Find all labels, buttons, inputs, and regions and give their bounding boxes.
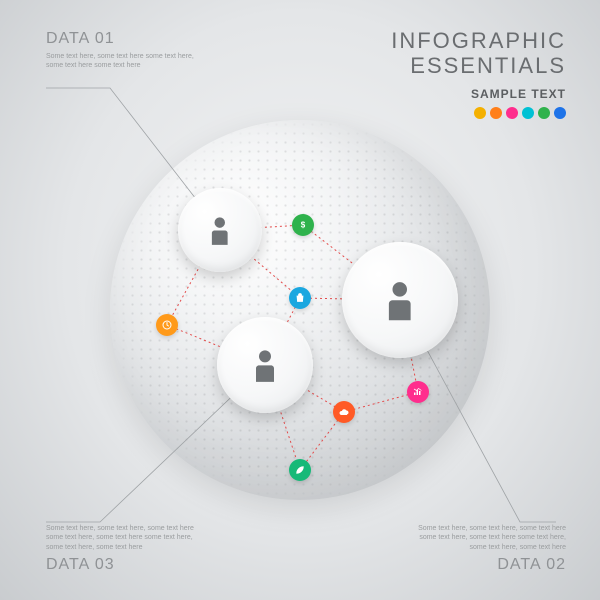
callout-data-01: DATA 01 Some text here, some text here s… bbox=[46, 30, 196, 71]
palette-dot bbox=[554, 107, 566, 119]
callout-label: DATA 01 bbox=[46, 30, 196, 48]
person-node bbox=[178, 188, 262, 272]
person-node bbox=[342, 242, 458, 358]
callout-body: Some text here, some text here some text… bbox=[46, 52, 196, 71]
cloud-icon bbox=[333, 401, 355, 423]
svg-text:$: $ bbox=[301, 221, 306, 230]
palette-dot bbox=[474, 107, 486, 119]
chart-icon bbox=[407, 381, 429, 403]
subtitle: SAMPLE TEXT bbox=[391, 87, 566, 101]
dollar-icon: $ bbox=[292, 214, 314, 236]
bag-icon bbox=[289, 287, 311, 309]
callout-data-02: Some text here, some text here, some tex… bbox=[416, 520, 566, 574]
callout-data-03: Some text here, some text here, some tex… bbox=[46, 520, 196, 574]
title-line2: ESSENTIALS bbox=[410, 53, 566, 78]
callout-label: DATA 03 bbox=[46, 556, 196, 574]
title: INFOGRAPHIC ESSENTIALS bbox=[391, 28, 566, 79]
stage: INFOGRAPHIC ESSENTIALS SAMPLE TEXT DATA … bbox=[0, 0, 600, 600]
person-node bbox=[217, 317, 313, 413]
title-line1: INFOGRAPHIC bbox=[391, 28, 566, 53]
palette-dot bbox=[506, 107, 518, 119]
callout-body: Some text here, some text here, some tex… bbox=[416, 524, 566, 552]
palette-dots bbox=[391, 107, 566, 119]
callout-label: DATA 02 bbox=[416, 556, 566, 574]
leaf-icon bbox=[289, 459, 311, 481]
header: INFOGRAPHIC ESSENTIALS SAMPLE TEXT bbox=[391, 28, 566, 119]
callout-body: Some text here, some text here, some tex… bbox=[46, 524, 196, 552]
palette-dot bbox=[538, 107, 550, 119]
clock-icon bbox=[156, 314, 178, 336]
palette-dot bbox=[490, 107, 502, 119]
palette-dot bbox=[522, 107, 534, 119]
